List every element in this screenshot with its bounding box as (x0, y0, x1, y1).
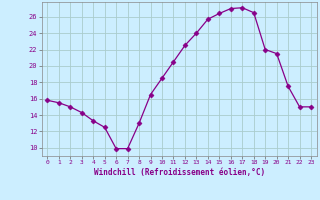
X-axis label: Windchill (Refroidissement éolien,°C): Windchill (Refroidissement éolien,°C) (94, 168, 265, 177)
